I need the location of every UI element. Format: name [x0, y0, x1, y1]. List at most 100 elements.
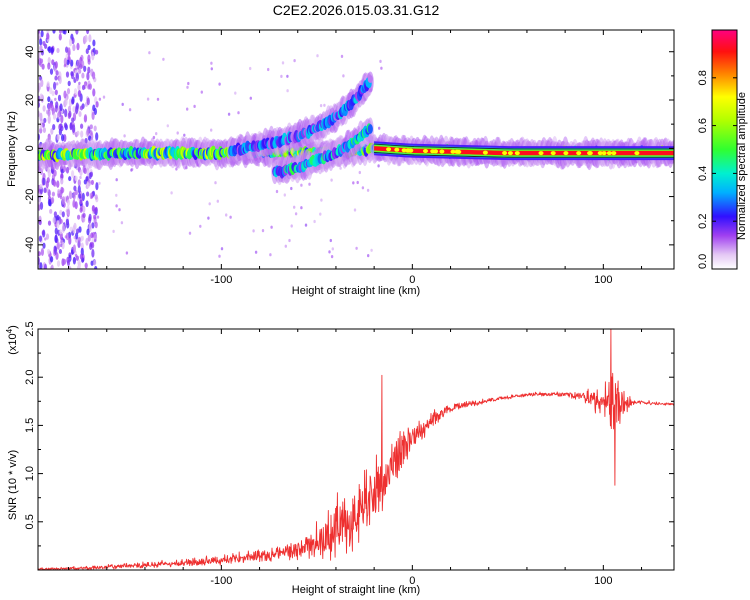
- noise-cell: [38, 30, 41, 34]
- noise-cell: [69, 122, 73, 131]
- noise-cell: [328, 250, 331, 254]
- noise-cell: [88, 34, 92, 43]
- noise-cell: [75, 105, 79, 115]
- noise-cell: [92, 71, 96, 80]
- noise-cell: [42, 229, 46, 238]
- noise-cell: [76, 42, 80, 51]
- noise-cell: [46, 248, 51, 255]
- noise-cell: [89, 124, 93, 130]
- noise-cell: [59, 103, 63, 112]
- noise-cell: [49, 68, 54, 75]
- noise-cell: [46, 32, 50, 40]
- noise-cell: [53, 169, 57, 177]
- noise-cell: [358, 170, 361, 175]
- noise-cell: [66, 88, 71, 95]
- noise-cell: [42, 242, 46, 249]
- noise-cell: [94, 239, 97, 243]
- spectrogram-cell: [394, 147, 400, 152]
- spectrogram-cell: [386, 147, 392, 152]
- noise-cell: [82, 212, 86, 218]
- noise-cell: [74, 175, 78, 182]
- spectrogram-cell: [587, 151, 593, 156]
- noise-cell: [74, 201, 78, 210]
- noise-cell: [379, 59, 382, 64]
- noise-cell: [38, 235, 43, 242]
- noise-cell: [91, 222, 95, 229]
- noise-cell: [128, 108, 132, 112]
- noise-cell: [313, 219, 316, 224]
- noise-cell: [84, 262, 88, 269]
- snr-xtick-label: 100: [594, 575, 612, 587]
- noise-cell: [176, 131, 179, 135]
- noise-cell: [123, 134, 126, 138]
- noise-cell: [261, 229, 265, 233]
- spectrogram-cell: [634, 151, 640, 156]
- snr-axes: -100 0 100 0.5 1.0 1.5 2.0 2.5: [24, 321, 674, 587]
- spectrogram-cell: [606, 151, 612, 156]
- spectrogram-panel: -100 0 100 -40 -20 0 20 40 Height of straight l…: [6, 29, 675, 297]
- noise-cell: [52, 123, 56, 131]
- noise-cell: [72, 244, 76, 254]
- noise-cell: [56, 82, 59, 86]
- noise-cell: [42, 41, 46, 46]
- noise-cell: [146, 97, 150, 101]
- noise-cell: [82, 205, 86, 214]
- noise-cell: [81, 84, 86, 91]
- noise-cell: [65, 232, 69, 241]
- noise-cell: [214, 181, 217, 185]
- noise-cell: [51, 90, 55, 97]
- noise-cell: [65, 166, 70, 174]
- noise-cell: [56, 111, 61, 120]
- snr-xlabel: Height of straight line (km): [292, 584, 420, 596]
- spectrogram-cells: [38, 30, 674, 269]
- noise-cell: [66, 259, 71, 267]
- noise-cell: [38, 101, 41, 108]
- noise-cell: [58, 249, 63, 254]
- noise-cell: [378, 126, 381, 130]
- noise-cell: [73, 185, 77, 192]
- noise-cell: [69, 226, 73, 232]
- noise-cell: [361, 186, 365, 190]
- noise-cell: [300, 183, 303, 187]
- noise-cell: [64, 235, 68, 239]
- spectrogram-ytick-label: 40: [24, 46, 36, 58]
- noise-cell: [61, 196, 65, 205]
- noise-cell: [293, 205, 296, 209]
- noise-cell: [51, 196, 55, 204]
- noise-cell: [51, 59, 55, 66]
- noise-cell: [280, 74, 283, 78]
- figure-title: C2E2.2026.015.03.31.G12: [273, 2, 440, 18]
- noise-cell: [72, 191, 76, 201]
- noise-cell: [267, 67, 270, 72]
- noise-cell: [67, 50, 71, 57]
- noise-cell: [48, 45, 52, 54]
- noise-cell: [94, 221, 98, 229]
- spectrogram-cell: [423, 149, 428, 153]
- spectrogram-cell: [367, 124, 373, 134]
- colorbar-label: Normalized spectral amplitude: [736, 92, 748, 240]
- noise-cell: [80, 235, 84, 241]
- noise-cell: [50, 47, 54, 54]
- noise-cell: [39, 201, 44, 210]
- noise-cell: [218, 82, 221, 86]
- noise-cell: [95, 132, 99, 141]
- noise-cell: [115, 178, 118, 182]
- noise-cell: [229, 215, 232, 219]
- noise-cell: [286, 74, 289, 78]
- noise-cell: [58, 30, 63, 34]
- noise-cell: [47, 169, 51, 178]
- noise-cell: [39, 38, 43, 46]
- noise-cell: [216, 199, 219, 203]
- noise-cell: [78, 68, 82, 74]
- colorbar-gradient: [711, 29, 738, 270]
- noise-cell: [148, 51, 151, 55]
- noise-cell: [66, 199, 71, 206]
- noise-cell: [60, 186, 64, 194]
- spectrogram-cell: [611, 151, 617, 156]
- noise-cell: [65, 218, 69, 226]
- noise-cell: [57, 188, 61, 194]
- snr-xtick-label: -100: [210, 575, 232, 587]
- noise-cell: [200, 90, 203, 94]
- noise-cell: [79, 207, 83, 213]
- noise-cell: [98, 181, 101, 185]
